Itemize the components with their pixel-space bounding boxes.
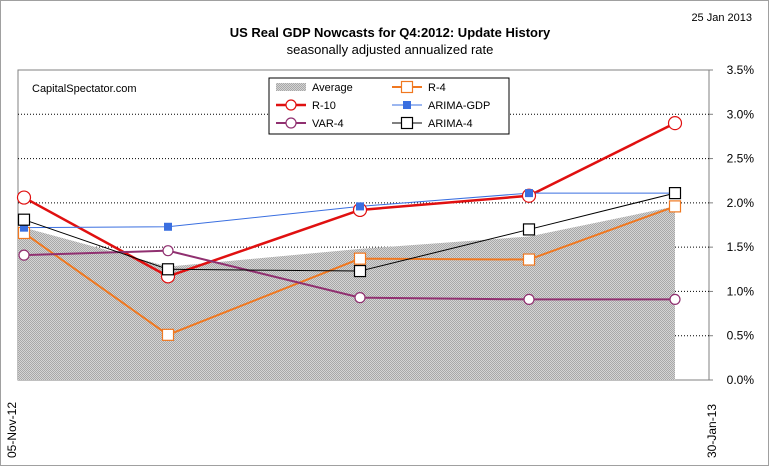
point-r-4 <box>161 328 175 341</box>
legend: Average R-4 R-10 ARIMA-GDP VAR-4 ARIMA-4 <box>268 77 510 135</box>
point-arima-4 <box>161 263 175 276</box>
point-r-4 <box>522 253 536 266</box>
y-tick-label: 0.0% <box>727 373 755 387</box>
chart-subtitle: seasonally adjusted annualized rate <box>287 42 494 57</box>
watermark-capitalspectator: CapitalSpectator.com <box>32 83 137 95</box>
x-tick-label-start: 05-Nov-12 <box>5 402 19 458</box>
legend-box <box>268 77 510 135</box>
legend-marker-r-4 <box>400 80 414 94</box>
chart-date-stamp: 25 Jan 2013 <box>691 12 752 24</box>
y-tick-label: 2.0% <box>727 196 755 210</box>
point-var-4 <box>354 292 366 304</box>
legend-swatch-average <box>276 83 306 91</box>
point-var-4 <box>523 293 535 305</box>
y-tick-label: 1.0% <box>727 284 755 298</box>
point-var-4 <box>162 245 174 257</box>
point-arima-4 <box>353 264 367 278</box>
point-var-4 <box>18 249 30 261</box>
legend-label-r-10: R-10 <box>312 100 336 112</box>
y-tick-label: 0.5% <box>727 329 755 343</box>
y-tick-label: 3.0% <box>727 107 755 121</box>
y-tick-label: 2.5% <box>727 152 755 166</box>
series-area-average <box>18 206 675 380</box>
point-arima-4 <box>17 213 31 226</box>
point-r-4 <box>353 252 367 265</box>
point-arima-gdp <box>356 202 364 211</box>
point-r-10 <box>667 116 683 131</box>
legend-marker-r-10 <box>285 99 297 111</box>
y-tick-label: 1.5% <box>727 240 755 254</box>
legend-marker-var-4 <box>285 117 297 129</box>
legend-label-arima-gdp: ARIMA-GDP <box>428 100 490 112</box>
point-arima-gdp <box>525 189 533 198</box>
legend-label-arima-4: ARIMA-4 <box>428 118 473 130</box>
point-arima-4 <box>522 223 536 236</box>
average-area-layer <box>18 206 675 380</box>
point-var-4 <box>669 293 681 305</box>
legend-label-var-4: VAR-4 <box>312 118 344 130</box>
legend-label-average: Average <box>312 82 353 94</box>
y-tick-label: 3.5% <box>727 63 755 77</box>
point-r-10 <box>16 190 32 205</box>
series-lines-layer <box>16 116 683 341</box>
legend-marker-arima-4 <box>400 116 414 130</box>
x-axis-ticks: 05-Nov-12 30-Jan-13 <box>5 402 719 458</box>
point-r-4 <box>668 200 682 213</box>
y-axis-ticks: 0.0% 0.5% 1.0% 1.5% 2.0% 2.5% 3.0% 3.5% <box>709 63 754 387</box>
point-arima-gdp <box>164 222 172 231</box>
chart-title: US Real GDP Nowcasts for Q4:2012: Update… <box>230 25 551 40</box>
legend-marker-arima-gdp <box>403 101 411 109</box>
x-tick-label-end: 30-Jan-13 <box>705 404 719 458</box>
point-arima-4 <box>668 187 682 200</box>
legend-label-r-4: R-4 <box>428 82 446 94</box>
